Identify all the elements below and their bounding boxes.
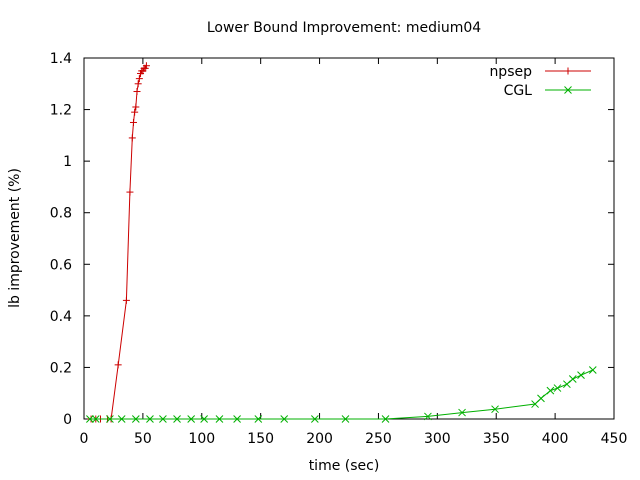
legend-label-CGL: CGL <box>504 83 533 99</box>
point-npsep-7 <box>126 188 134 196</box>
point-npsep-9 <box>129 118 137 126</box>
x-tick-label-4: 200 <box>306 431 333 447</box>
point-CGL-3 <box>117 415 126 423</box>
point-npsep-12 <box>133 88 141 96</box>
point-CGL-12 <box>254 415 263 423</box>
y-tick-label-1: 0.2 <box>50 360 72 376</box>
point-CGL-18 <box>458 408 466 417</box>
y-tick-label-4: 0.8 <box>50 206 72 222</box>
point-CGL-23 <box>553 384 562 392</box>
point-CGL-10 <box>215 415 224 423</box>
series-line-CGL <box>89 369 594 420</box>
point-CGL-9 <box>200 415 208 423</box>
point-CGL-1 <box>91 415 100 423</box>
legend-label-npsep: npsep <box>489 64 532 80</box>
point-npsep-6 <box>122 296 130 304</box>
y-tick-label-7: 1.4 <box>50 51 72 67</box>
point-CGL-7 <box>173 415 181 423</box>
point-CGL-11 <box>233 415 241 423</box>
point-CGL-26 <box>577 371 585 380</box>
y-tick-label-0: 0 <box>63 412 72 428</box>
point-npsep-5 <box>114 361 122 369</box>
x-tick-label-1: 50 <box>134 431 152 447</box>
x-axis-label: time (sec) <box>309 458 380 474</box>
point-CGL-5 <box>146 415 154 423</box>
point-CGL-22 <box>546 386 555 395</box>
point-CGL-14 <box>310 415 319 423</box>
axis-ticks: 0 50 100 150 200 250 300 350 400 450 0 0.2 0.4 0.6 0.8… <box>50 51 628 447</box>
point-CGL-15 <box>341 415 350 423</box>
point-CGL-2 <box>106 415 114 423</box>
plot-frame <box>83 57 615 420</box>
series-layer <box>86 62 597 423</box>
point-npsep-10 <box>131 108 139 116</box>
legend: npsep CGL <box>489 64 591 99</box>
y-tick-label-6: 1.2 <box>50 103 72 119</box>
y-tick-label-5: 1 <box>63 154 72 170</box>
point-CGL-25 <box>568 375 577 383</box>
y-tick-label-3: 0.6 <box>50 257 72 273</box>
point-CGL-16 <box>381 415 390 423</box>
plot-border <box>83 57 615 420</box>
chart-title: Lower Bound Improvement: medium04 <box>207 20 481 36</box>
point-CGL-24 <box>563 380 571 389</box>
series-npsep <box>87 62 150 423</box>
legend-marker-npsep <box>564 67 572 75</box>
series-CGL <box>86 366 597 423</box>
legend-marker-CGL <box>564 86 572 94</box>
x-tick-label-6: 300 <box>424 431 451 447</box>
point-npsep-20 <box>142 62 150 70</box>
point-npsep-11 <box>132 103 140 111</box>
point-npsep-13 <box>134 80 142 88</box>
y-axis-label: lb improvement (%) <box>7 168 23 308</box>
x-tick-label-2: 100 <box>188 431 215 447</box>
x-tick-label-3: 150 <box>247 431 274 447</box>
point-CGL-17 <box>424 412 432 421</box>
point-CGL-19 <box>491 405 499 414</box>
x-tick-label-8: 400 <box>542 431 569 447</box>
series-line-npsep <box>91 65 147 420</box>
point-CGL-21 <box>537 394 545 403</box>
y-tick-label-2: 0.4 <box>50 309 72 325</box>
point-npsep-8 <box>128 134 136 142</box>
point-npsep-14 <box>135 75 143 83</box>
point-CGL-13 <box>280 415 289 423</box>
point-CGL-27 <box>588 366 597 374</box>
x-tick-label-9: 450 <box>601 431 628 447</box>
x-tick-label-5: 250 <box>365 431 392 447</box>
point-CGL-8 <box>187 415 196 423</box>
point-CGL-0 <box>86 415 94 423</box>
point-CGL-4 <box>131 415 140 423</box>
x-tick-label-7: 350 <box>483 431 510 447</box>
point-CGL-6 <box>159 415 167 423</box>
x-tick-label-0: 0 <box>80 431 89 447</box>
